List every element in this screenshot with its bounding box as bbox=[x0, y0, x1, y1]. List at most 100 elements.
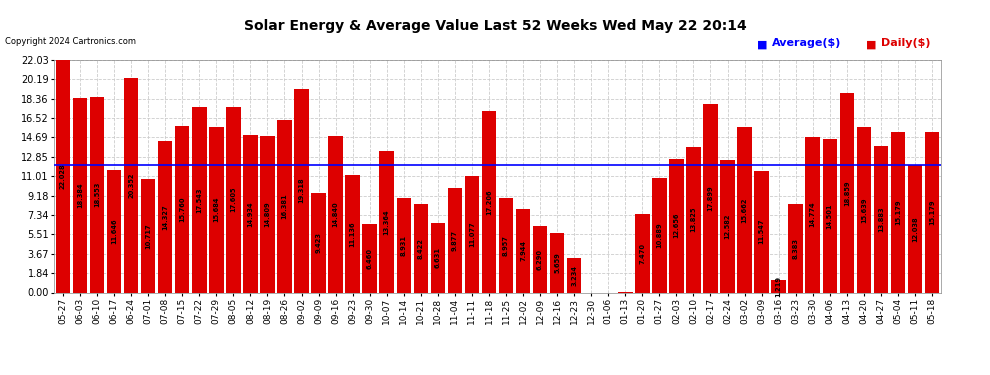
Bar bbox=[90, 97, 104, 292]
Bar bbox=[226, 107, 241, 292]
Bar bbox=[703, 104, 718, 292]
Text: 17.543: 17.543 bbox=[196, 187, 202, 213]
Bar bbox=[891, 132, 905, 292]
Text: 5.659: 5.659 bbox=[554, 252, 560, 273]
Bar bbox=[431, 222, 446, 292]
Bar bbox=[362, 224, 377, 292]
Text: 15.179: 15.179 bbox=[895, 200, 901, 225]
Bar bbox=[669, 159, 684, 292]
Bar bbox=[329, 136, 343, 292]
Text: 15.760: 15.760 bbox=[179, 196, 185, 222]
Bar bbox=[856, 128, 871, 292]
Text: 11.136: 11.136 bbox=[349, 221, 355, 246]
Bar bbox=[414, 204, 428, 292]
Text: 6.290: 6.290 bbox=[537, 249, 544, 270]
Text: 19.318: 19.318 bbox=[299, 178, 305, 203]
Bar bbox=[294, 88, 309, 292]
Bar bbox=[499, 198, 513, 292]
Bar bbox=[686, 147, 701, 292]
Text: 15.684: 15.684 bbox=[213, 197, 220, 222]
Text: Solar Energy & Average Value Last 52 Weeks Wed May 22 20:14: Solar Energy & Average Value Last 52 Wee… bbox=[244, 19, 746, 33]
Bar bbox=[397, 198, 411, 292]
Text: 17.899: 17.899 bbox=[708, 185, 714, 211]
Text: 12.038: 12.038 bbox=[912, 216, 918, 242]
Text: 8.957: 8.957 bbox=[503, 235, 509, 256]
Text: 11.646: 11.646 bbox=[111, 218, 117, 244]
Text: ■: ■ bbox=[866, 39, 877, 50]
Text: 8.931: 8.931 bbox=[401, 235, 407, 256]
Bar bbox=[806, 136, 820, 292]
Text: 17.605: 17.605 bbox=[231, 187, 237, 212]
Text: 14.934: 14.934 bbox=[248, 201, 253, 226]
Text: Daily($): Daily($) bbox=[881, 38, 931, 48]
Bar bbox=[721, 160, 735, 292]
Text: 12.656: 12.656 bbox=[673, 213, 679, 238]
Text: 15.662: 15.662 bbox=[742, 197, 747, 223]
Text: 11.077: 11.077 bbox=[469, 221, 475, 247]
Text: 14.774: 14.774 bbox=[810, 202, 816, 227]
Bar bbox=[771, 280, 786, 292]
Bar bbox=[482, 111, 496, 292]
Text: 8.383: 8.383 bbox=[793, 238, 799, 259]
Bar bbox=[908, 165, 922, 292]
Bar bbox=[754, 171, 769, 292]
Bar bbox=[379, 152, 394, 292]
Text: 10.889: 10.889 bbox=[656, 222, 662, 248]
Bar bbox=[873, 146, 888, 292]
Bar bbox=[925, 132, 940, 292]
Bar bbox=[311, 193, 326, 292]
Text: 1.219: 1.219 bbox=[775, 276, 782, 297]
Text: 8.422: 8.422 bbox=[418, 237, 424, 258]
Text: 18.553: 18.553 bbox=[94, 182, 100, 207]
Bar bbox=[533, 226, 547, 292]
Text: 7.944: 7.944 bbox=[520, 240, 526, 261]
Bar bbox=[260, 136, 274, 292]
Text: 11.547: 11.547 bbox=[758, 219, 764, 245]
Bar bbox=[823, 140, 837, 292]
Text: 18.384: 18.384 bbox=[77, 183, 83, 208]
Bar bbox=[277, 120, 292, 292]
Bar bbox=[346, 175, 360, 292]
Text: 13.364: 13.364 bbox=[384, 209, 390, 235]
Bar bbox=[209, 127, 224, 292]
Text: 20.352: 20.352 bbox=[128, 172, 134, 198]
Text: Average($): Average($) bbox=[772, 38, 842, 48]
Text: 15.179: 15.179 bbox=[929, 200, 935, 225]
Bar bbox=[738, 127, 751, 292]
Bar bbox=[107, 170, 122, 292]
Text: 7.470: 7.470 bbox=[640, 243, 645, 264]
Text: Copyright 2024 Cartronics.com: Copyright 2024 Cartronics.com bbox=[5, 38, 136, 46]
Bar bbox=[788, 204, 803, 292]
Bar bbox=[158, 141, 172, 292]
Bar bbox=[635, 214, 649, 292]
Bar bbox=[567, 258, 581, 292]
Text: 16.381: 16.381 bbox=[281, 193, 287, 219]
Text: 14.327: 14.327 bbox=[162, 204, 168, 230]
Bar bbox=[124, 78, 139, 292]
Bar bbox=[141, 179, 155, 292]
Text: 22.028: 22.028 bbox=[60, 164, 66, 189]
Bar bbox=[175, 126, 189, 292]
Text: 13.825: 13.825 bbox=[690, 207, 696, 232]
Text: 18.859: 18.859 bbox=[843, 180, 849, 206]
Bar bbox=[73, 99, 87, 292]
Bar bbox=[244, 135, 257, 292]
Bar bbox=[55, 60, 70, 292]
Text: 9.877: 9.877 bbox=[451, 230, 458, 251]
Bar bbox=[447, 188, 462, 292]
Bar bbox=[549, 233, 564, 292]
Text: 12.582: 12.582 bbox=[725, 213, 731, 239]
Bar bbox=[652, 178, 666, 292]
Text: 13.883: 13.883 bbox=[878, 206, 884, 232]
Text: 14.501: 14.501 bbox=[827, 203, 833, 229]
Text: 14.809: 14.809 bbox=[264, 201, 270, 227]
Bar bbox=[192, 107, 207, 292]
Text: 6.631: 6.631 bbox=[435, 247, 441, 268]
Bar bbox=[840, 93, 854, 292]
Text: ■: ■ bbox=[757, 39, 768, 50]
Text: 15.639: 15.639 bbox=[861, 197, 867, 223]
Text: 3.234: 3.234 bbox=[571, 265, 577, 286]
Text: 17.206: 17.206 bbox=[486, 189, 492, 214]
Text: 10.717: 10.717 bbox=[146, 223, 151, 249]
Text: 9.423: 9.423 bbox=[316, 232, 322, 253]
